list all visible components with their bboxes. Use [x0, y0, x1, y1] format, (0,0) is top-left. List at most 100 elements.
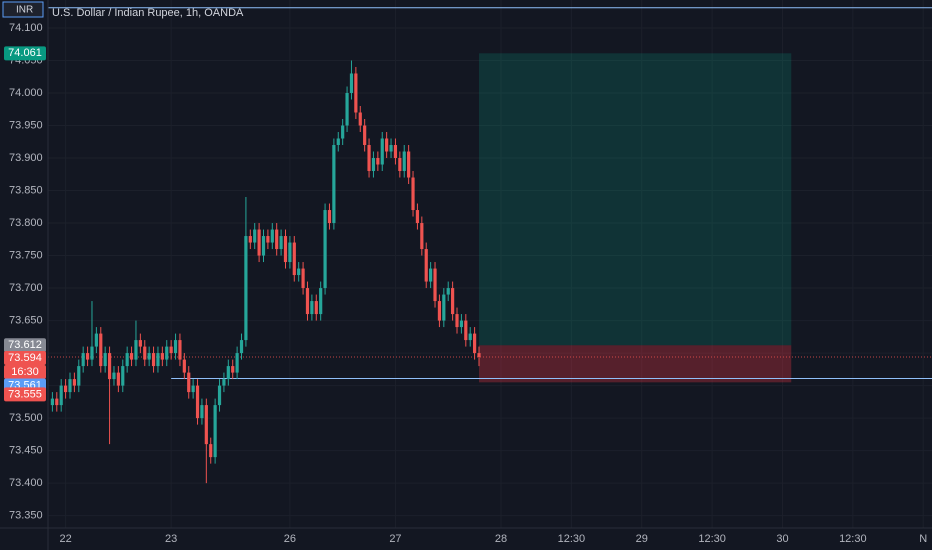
entry-price-tag-bg	[4, 338, 46, 353]
candle-body	[407, 151, 411, 178]
candle-body	[266, 236, 270, 243]
candle-body	[204, 405, 208, 445]
y-tick-label: 73.950	[9, 119, 43, 131]
x-tick-label: 12:30	[839, 533, 867, 545]
candle-body	[239, 340, 244, 354]
plot	[48, 7, 932, 484]
candle-body	[226, 366, 230, 380]
y-tick-label: 73.750	[9, 249, 43, 261]
candle-body	[473, 333, 477, 354]
y-tick-label: 73.400	[9, 477, 43, 489]
candle-body	[358, 112, 362, 126]
candle-body	[125, 353, 129, 367]
candle-body	[354, 73, 358, 113]
candle-body	[195, 385, 200, 419]
candle-body	[393, 145, 398, 159]
entry-price-tag: 73.612	[8, 339, 42, 351]
candle-body	[411, 177, 415, 211]
currency-box	[2, 1, 44, 18]
candle-body	[235, 353, 239, 373]
candle-body	[151, 353, 156, 367]
candle-body	[380, 138, 384, 165]
chart-title: U.S. Dollar / Indian Rupee, 1h, OANDA	[52, 7, 244, 19]
y-tick-label: 74.100	[9, 22, 43, 34]
candle-body	[283, 236, 288, 263]
candle-body	[341, 125, 345, 139]
candle-body	[138, 340, 142, 347]
candle-body	[270, 229, 274, 243]
candle-body	[107, 353, 112, 380]
candle-body	[213, 405, 217, 458]
y-tick-label: 73.500	[9, 412, 43, 424]
x-tick-label: 29	[636, 533, 648, 545]
candle-body	[160, 353, 164, 360]
profit-zone	[479, 53, 792, 346]
y-tick-label: 74.000	[9, 87, 43, 99]
candle-body	[420, 223, 424, 250]
candle-body	[424, 249, 428, 282]
candle-body	[261, 236, 266, 256]
candle-body	[121, 366, 125, 386]
candle-body	[371, 158, 376, 172]
candle-body	[292, 242, 296, 276]
candle-body	[257, 229, 261, 256]
candle-body	[231, 366, 235, 373]
y-tick-label: 73.800	[9, 217, 43, 229]
candle-body	[327, 210, 332, 224]
y-tick-label: 73.850	[9, 184, 43, 196]
candle-body	[310, 301, 314, 315]
x-tick-label: 12:30	[698, 533, 726, 545]
price-axis-bg	[0, 0, 48, 550]
candle-body	[297, 268, 301, 276]
countdown-bg	[4, 364, 46, 379]
candle-body	[85, 353, 90, 360]
candle-body	[129, 353, 134, 360]
candle-body	[63, 385, 68, 393]
candle-body	[288, 242, 292, 263]
x-tick-label: 23	[165, 533, 177, 545]
candle-body	[446, 288, 450, 295]
last-price-tag: 73.594	[8, 352, 42, 364]
x-tick-label: N	[919, 533, 927, 545]
candle-body	[477, 353, 481, 357]
candle-body	[349, 73, 354, 93]
candle-body	[437, 301, 442, 321]
candle-body	[464, 320, 468, 341]
candle-body	[248, 236, 252, 243]
x-tick-label: 26	[284, 533, 296, 545]
candle-body	[433, 268, 437, 302]
candle-body	[389, 145, 393, 152]
candle-body	[222, 379, 226, 386]
candle-body	[173, 340, 178, 354]
candle-body	[451, 288, 455, 315]
candle-body	[385, 138, 389, 152]
candle-body	[103, 353, 107, 367]
candle-body	[209, 444, 213, 458]
candle-body	[156, 353, 160, 367]
candle-body	[332, 145, 336, 224]
candle-body	[178, 340, 182, 360]
candle-body	[200, 405, 204, 419]
candle-body	[319, 288, 323, 315]
candle-body	[314, 301, 318, 315]
x-tick-label: 30	[776, 533, 788, 545]
candle-body	[305, 288, 310, 315]
candle-body	[345, 92, 349, 126]
x-tick-label: 28	[495, 533, 507, 545]
candle-body	[59, 385, 63, 406]
candle-body	[301, 268, 305, 289]
candle-body	[253, 229, 257, 243]
candle-body	[468, 333, 472, 341]
candle-body	[429, 268, 433, 282]
y-tick-label: 73.700	[9, 282, 43, 294]
currency-label: INR	[16, 5, 33, 16]
x-tick-label: 22	[59, 533, 71, 545]
candle-body	[99, 333, 103, 367]
candle-body	[143, 346, 147, 360]
candle-body	[459, 320, 464, 328]
candle-body	[363, 125, 367, 146]
last-price-tag-bg	[4, 350, 46, 365]
